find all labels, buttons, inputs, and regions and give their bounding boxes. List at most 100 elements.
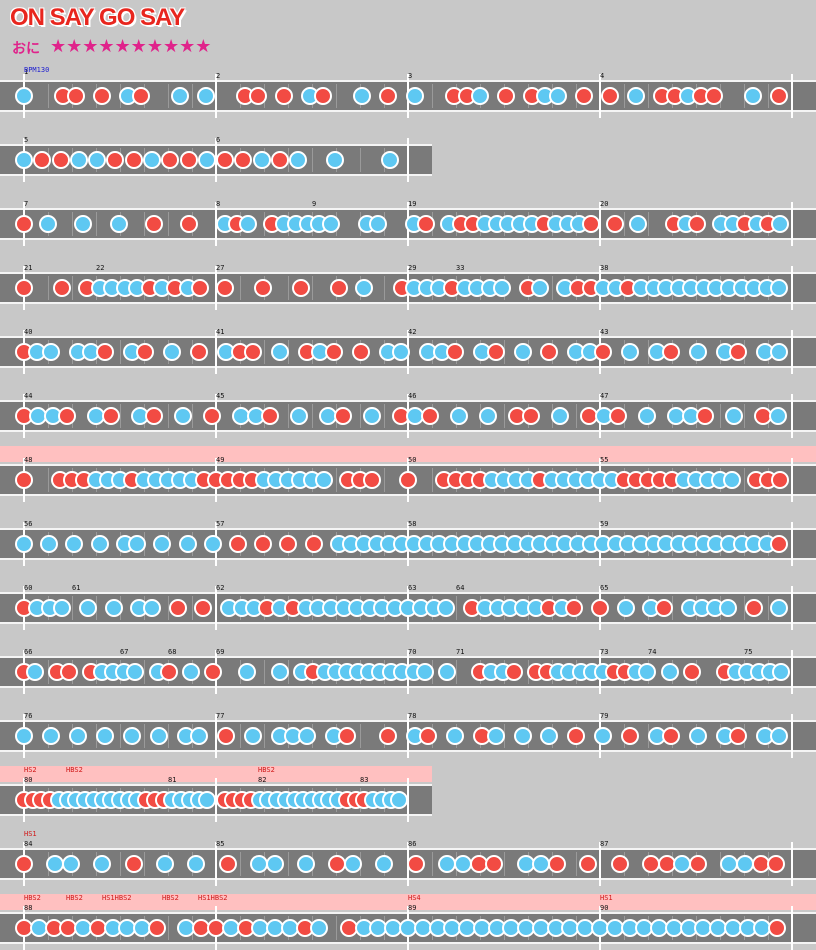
don-note <box>446 343 465 361</box>
ka-note <box>74 215 93 233</box>
chart-row: 66 67 68 69 70 71 73 74 75 <box>0 638 816 694</box>
note-lane <box>0 330 816 374</box>
don-note <box>416 215 435 233</box>
don-note <box>594 343 613 361</box>
event-label: HS2 <box>24 766 37 774</box>
ka-note <box>15 87 33 105</box>
measure-number: 83 <box>360 776 369 784</box>
ka-note <box>375 855 394 873</box>
don-note <box>378 727 397 745</box>
measure-number: 80 <box>24 776 33 784</box>
measure-number: 43 <box>600 328 609 336</box>
measure-number: 8 <box>216 200 221 208</box>
ka-note <box>369 215 388 233</box>
ka-note <box>446 727 465 745</box>
beat-line <box>744 596 745 620</box>
ka-note <box>688 343 707 361</box>
barline <box>215 266 217 310</box>
beat-line <box>168 84 169 108</box>
beat-line <box>168 596 169 620</box>
ka-note <box>719 599 737 617</box>
ka-note <box>743 87 762 105</box>
measure-number: 41 <box>216 328 225 336</box>
ka-note <box>197 87 216 105</box>
ka-note <box>513 343 532 361</box>
ka-note <box>297 727 316 745</box>
ka-note <box>771 215 790 233</box>
ka-note <box>40 535 59 553</box>
don-note <box>767 855 786 873</box>
beat-line <box>624 84 625 108</box>
beat-line <box>48 84 49 108</box>
ka-note <box>297 855 316 873</box>
measure-number: 42 <box>408 328 417 336</box>
beat-line <box>576 852 577 876</box>
ka-note <box>190 727 209 745</box>
measure-number: 48 <box>24 456 33 464</box>
ka-note <box>362 407 381 425</box>
barline <box>599 842 601 886</box>
note-lane <box>0 842 816 886</box>
beat-line <box>168 212 169 236</box>
don-note <box>180 215 199 233</box>
don-note <box>147 919 166 937</box>
don-note <box>496 87 515 105</box>
don-note <box>696 407 715 425</box>
don-note <box>161 151 180 169</box>
ka-note <box>181 663 200 681</box>
beat-line <box>768 596 769 620</box>
measure-number: 78 <box>408 712 417 720</box>
don-note <box>279 535 298 553</box>
ka-note <box>41 343 60 361</box>
beat-line <box>144 724 145 748</box>
measure-number: 76 <box>24 712 33 720</box>
ka-note <box>15 151 33 169</box>
ka-note <box>244 727 263 745</box>
beat-line <box>432 468 433 492</box>
difficulty-stars: ★★★★★★★★★★ <box>50 36 212 57</box>
don-note <box>234 151 253 169</box>
beat-line <box>432 84 433 108</box>
ka-note <box>470 87 489 105</box>
beat-line <box>168 916 169 940</box>
don-note <box>249 87 268 105</box>
barline <box>215 138 217 182</box>
don-note <box>15 471 33 489</box>
ka-note <box>62 855 81 873</box>
chart-row: 1 2 3 4 BPM130 <box>0 62 816 118</box>
beat-line <box>360 404 361 428</box>
event-label: HBS2 <box>24 894 41 902</box>
measure-number: 38 <box>600 264 609 272</box>
barline <box>791 650 793 694</box>
measure-number: 70 <box>408 648 417 656</box>
ka-note <box>93 855 112 873</box>
ka-note <box>95 727 114 745</box>
measure-number: 29 <box>408 264 417 272</box>
measure-number: 86 <box>408 840 417 848</box>
beat-line <box>768 84 769 108</box>
ka-note <box>449 407 468 425</box>
ka-note <box>437 663 456 681</box>
ka-note <box>126 663 145 681</box>
beat-line <box>624 212 625 236</box>
beat-line <box>744 404 745 428</box>
beat-line <box>576 404 577 428</box>
ka-note <box>88 151 107 169</box>
measure-number: 2 <box>216 72 221 80</box>
measure-number: 7 <box>24 200 29 208</box>
ka-note <box>354 279 373 297</box>
barline <box>791 394 793 438</box>
chart-row: 56 57 58 59 <box>0 510 816 566</box>
don-note <box>547 855 566 873</box>
measure-number: 87 <box>600 840 609 848</box>
ka-note <box>626 87 645 105</box>
don-note <box>216 151 235 169</box>
beat-line <box>264 340 265 364</box>
beat-line <box>384 404 385 428</box>
barline <box>791 522 793 566</box>
don-note <box>168 599 187 617</box>
barline <box>215 714 217 758</box>
note-lane <box>0 906 816 950</box>
ka-note <box>638 663 657 681</box>
